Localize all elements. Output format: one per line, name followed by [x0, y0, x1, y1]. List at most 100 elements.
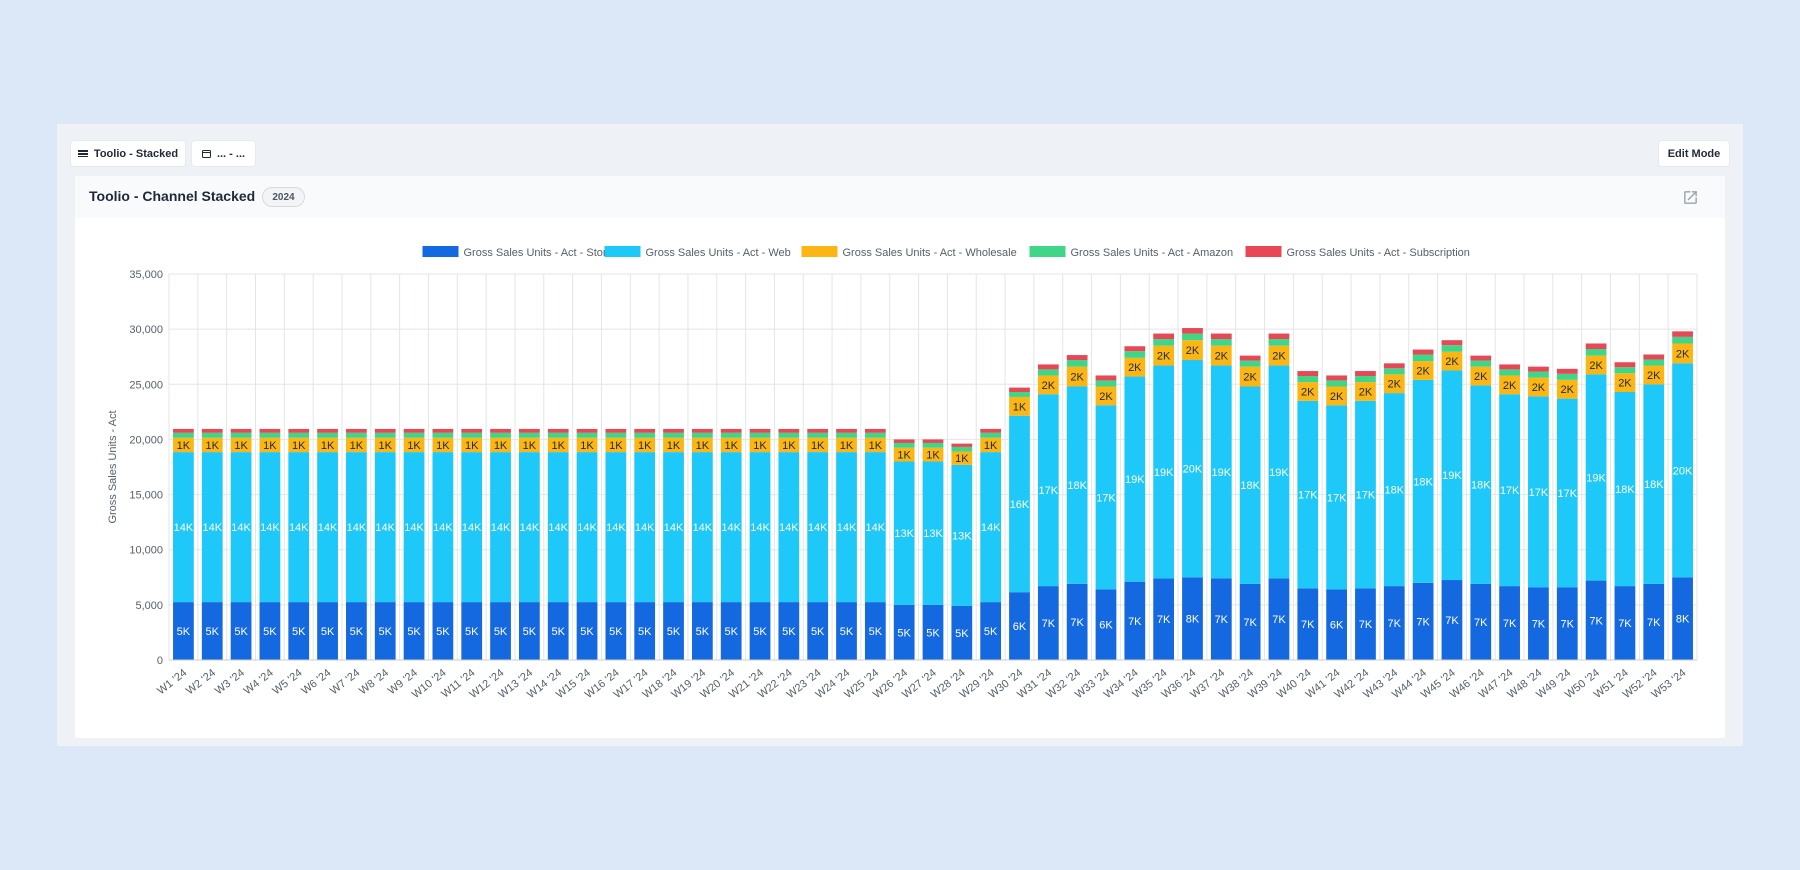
- bar-segment-2: [1095, 405, 1117, 590]
- edit-mode-button[interactable]: Edit Mode: [1659, 141, 1729, 166]
- bar-segment-2: [720, 452, 742, 603]
- data-label: 1K: [984, 440, 998, 452]
- data-label: 7K: [1272, 614, 1286, 626]
- data-label: 2K: [1589, 360, 1603, 372]
- data-label: 5K: [984, 626, 998, 638]
- bar-segment-1: [691, 602, 713, 660]
- data-label: 7K: [1070, 617, 1084, 629]
- dashboard-panel: Toolio - Stacked ... - ... Edit Mode Too…: [57, 124, 1743, 746]
- date-range-button[interactable]: ... - ...: [192, 141, 255, 166]
- bar-segment-2: [432, 452, 454, 603]
- data-label: 1K: [494, 440, 508, 452]
- data-label: 14K: [289, 522, 309, 534]
- data-label: 18K: [1413, 476, 1433, 488]
- legend-swatch-5: [1245, 246, 1282, 257]
- data-label: 7K: [1474, 617, 1488, 629]
- data-label: 14K: [548, 522, 568, 534]
- bar-segment-4: [720, 432, 742, 438]
- bar-segment-2: [951, 464, 973, 606]
- data-label: 1K: [638, 440, 652, 452]
- bar-segment-1: [836, 602, 857, 660]
- data-label: 7K: [1215, 614, 1229, 626]
- bar-segment-4: [1009, 392, 1030, 397]
- data-label: 5K: [955, 628, 969, 640]
- bar-segment-5: [374, 428, 396, 433]
- data-label: 7K: [1618, 618, 1632, 630]
- bar-segment-1: [547, 602, 569, 660]
- bar-segment-2: [1614, 392, 1636, 587]
- data-label: 7K: [1128, 616, 1142, 628]
- data-label: 5K: [782, 626, 796, 638]
- data-label: 18K: [1471, 480, 1491, 492]
- bar-segment-5: [1268, 333, 1290, 340]
- bar-segment-4: [1412, 354, 1434, 362]
- bar-segment-2: [1383, 393, 1405, 587]
- bar-segment-1: [663, 602, 684, 660]
- data-label: 7K: [1359, 619, 1373, 631]
- y-tick-label: 5,000: [135, 600, 163, 612]
- bar-segment-5: [1066, 355, 1088, 361]
- bar-segment-5: [691, 428, 713, 433]
- bar-segment-2: [1556, 398, 1578, 588]
- bar-segment-3: [1124, 357, 1146, 377]
- data-label: 5K: [407, 626, 421, 638]
- bar-segment-5: [1614, 362, 1636, 368]
- bar-segment-5: [893, 439, 915, 443]
- bar-segment-5: [1470, 355, 1492, 361]
- bar-segment-4: [1153, 339, 1175, 346]
- bar-segment-5: [663, 428, 684, 433]
- bar-segment-2: [288, 452, 310, 603]
- data-label: 5K: [292, 626, 306, 638]
- bar-segment-2: [1182, 360, 1203, 578]
- data-label: 1K: [926, 450, 940, 462]
- bar-segment-1: [864, 602, 886, 660]
- data-label: 2K: [1445, 356, 1459, 368]
- bar-segment-2: [1412, 379, 1434, 583]
- data-label: 1K: [869, 440, 883, 452]
- data-label: 13K: [952, 530, 972, 542]
- data-label: 5K: [206, 626, 220, 638]
- data-label: 5K: [897, 627, 911, 639]
- bar-segment-5: [778, 428, 800, 433]
- bar-segment-1: [1182, 577, 1203, 660]
- bar-segment-4: [576, 432, 598, 438]
- legend-label-5: Gross Sales Units - Act - Subscription: [1287, 247, 1470, 259]
- bar-segment-3: [922, 447, 944, 462]
- bar-segment-3: [720, 437, 742, 453]
- bar-segment-5: [605, 428, 627, 433]
- y-tick-label: 0: [157, 655, 163, 667]
- bar-segment-3: [1441, 351, 1463, 371]
- bar-segment-2: [1153, 365, 1175, 579]
- data-label: 5K: [234, 626, 248, 638]
- bar-segment-3: [1182, 340, 1203, 361]
- y-tick-label: 10,000: [129, 545, 163, 557]
- data-label: 6K: [1099, 620, 1113, 632]
- bar-segment-5: [1556, 368, 1578, 374]
- bar-segment-5: [1499, 364, 1520, 370]
- report-selector-button[interactable]: Toolio - Stacked: [71, 141, 185, 166]
- bar-segment-2: [1239, 386, 1261, 584]
- legend-swatch-3: [801, 246, 838, 257]
- data-label: 2K: [1676, 348, 1690, 360]
- bar-segment-2: [259, 452, 281, 603]
- open-external-icon[interactable]: [1682, 189, 1699, 206]
- bar-segment-3: [547, 437, 569, 453]
- bar-segment-2: [1470, 385, 1492, 584]
- bar-segment-4: [1470, 360, 1492, 367]
- bar-segment-3: [230, 437, 252, 453]
- bar-segment-3: [1239, 366, 1261, 387]
- bar-segment-2: [1066, 386, 1088, 584]
- bar-segment-5: [432, 428, 454, 433]
- data-label: 17K: [1298, 490, 1318, 502]
- data-label: 19K: [1442, 470, 1462, 482]
- data-label: 18K: [1240, 480, 1260, 492]
- bar-segment-1: [893, 604, 915, 660]
- bar-segment-3: [173, 437, 194, 453]
- data-label: 1K: [840, 440, 854, 452]
- data-label: 2K: [1618, 378, 1632, 390]
- bar-segment-2: [1643, 384, 1665, 584]
- bar-segment-1: [1066, 583, 1088, 660]
- bar-segment-1: [1556, 587, 1578, 660]
- data-label: 1K: [667, 440, 681, 452]
- bar-segment-4: [980, 432, 1002, 438]
